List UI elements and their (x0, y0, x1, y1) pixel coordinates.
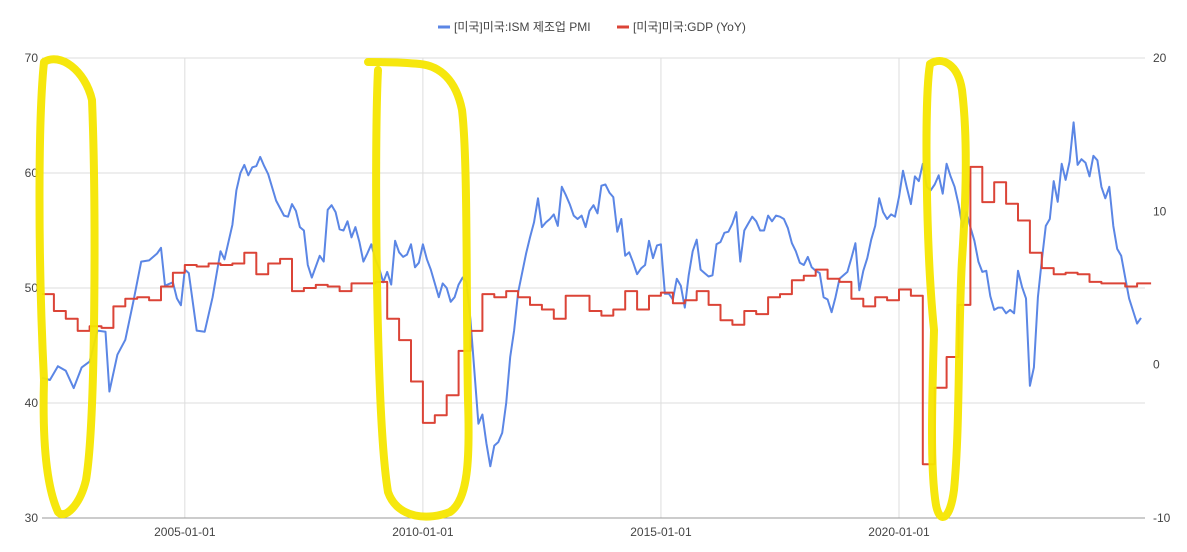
y-right-tick-label: 20 (1153, 51, 1167, 65)
x-tick-label: 2005-01-01 (154, 525, 216, 539)
highlight-oval-1 (35, 55, 99, 518)
series-lines (41, 121, 1152, 468)
y-left-tick-label: 40 (25, 396, 39, 410)
gridlines (42, 57, 1145, 519)
y-right-tick-label: -10 (1153, 511, 1171, 525)
x-axis: 2005-01-01 2010-01-01 2015-01-01 2020-01-01 (154, 525, 930, 539)
y-axis-left: 30 40 50 60 70 (25, 51, 39, 525)
y-left-tick-label: 30 (25, 511, 39, 525)
x-tick-label: 2020-01-01 (868, 525, 930, 539)
y-right-tick-label: 10 (1153, 204, 1167, 218)
y-right-tick-label: 0 (1153, 358, 1160, 372)
legend-label: [미국]미국:GDP (YoY) (633, 20, 746, 34)
y-left-tick-label: 50 (25, 281, 39, 295)
legend: [미국]미국:ISM 제조업 PMI [미국]미국:GDP (YoY) (438, 20, 746, 34)
y-left-tick-label: 60 (25, 166, 39, 180)
highlight-oval-3 (922, 57, 970, 521)
y-axis-right: -10 0 10 20 (1153, 51, 1171, 525)
yellow-highlight-annotations (35, 55, 970, 521)
highlight-oval-2 (364, 58, 473, 521)
x-tick-label: 2015-01-01 (630, 525, 692, 539)
x-tick-label: 2010-01-01 (392, 525, 454, 539)
legend-label: [미국]미국:ISM 제조업 PMI (454, 20, 591, 34)
series-line-1 (41, 121, 1142, 468)
y-left-tick-label: 70 (25, 51, 39, 65)
